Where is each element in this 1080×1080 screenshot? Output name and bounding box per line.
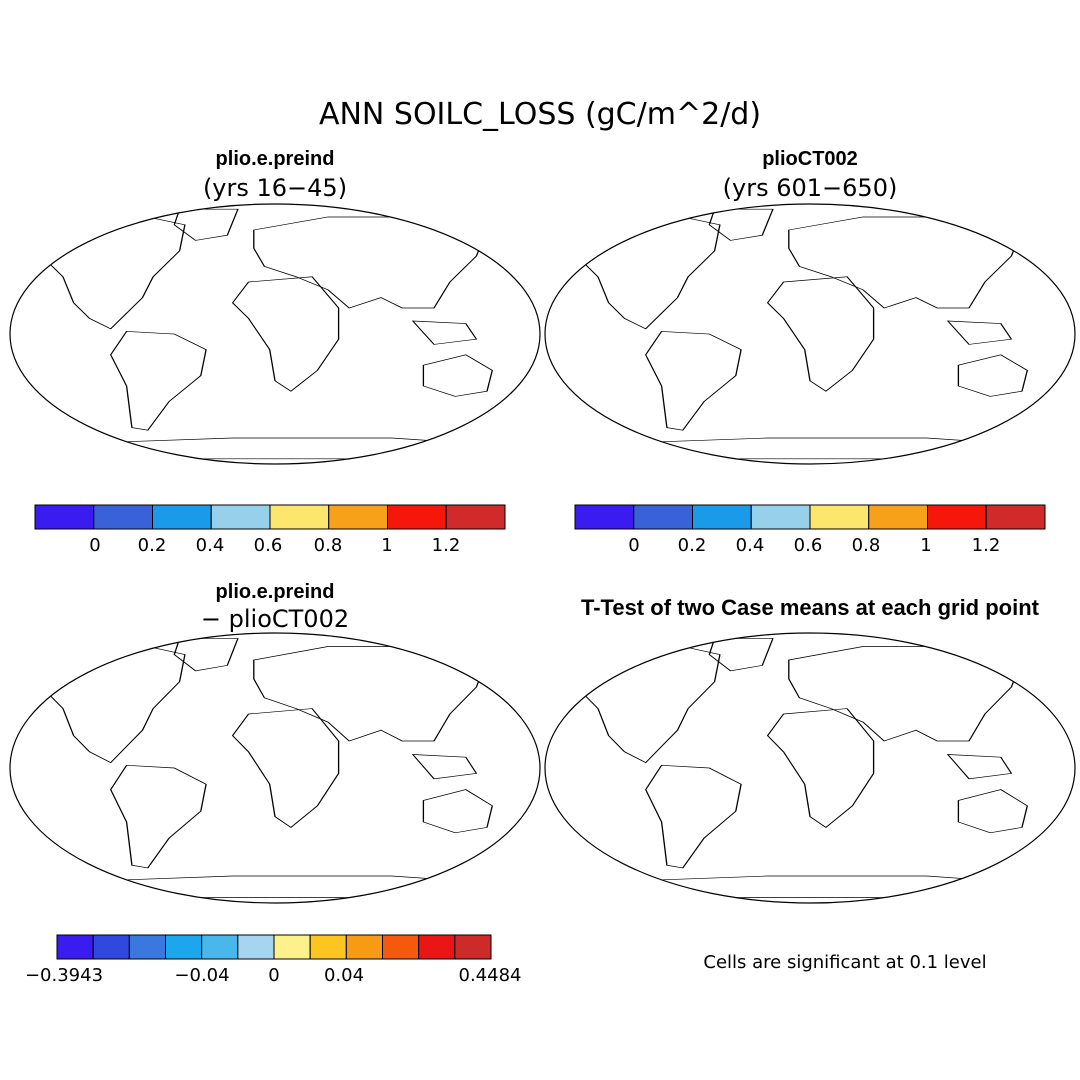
- coastlines: [20, 208, 531, 460]
- colorbar-swatch: [165, 934, 203, 960]
- colorbar-swatch: [418, 934, 456, 960]
- colorbar-swatch: [809, 504, 870, 530]
- colorbar-swatch: [93, 504, 153, 530]
- map-field: [555, 638, 1066, 898]
- map-field: [20, 208, 531, 460]
- coastlines: [555, 638, 1066, 898]
- colorbar-label: 1: [381, 535, 392, 556]
- colorbar-swatch: [445, 504, 506, 530]
- colorbar-swatch: [985, 504, 1046, 530]
- colorbar-swatch: [269, 504, 330, 530]
- colorbar-case-2: 0 0.2 0.4 0.6 0.8 1 1.2: [574, 504, 1046, 556]
- colorbar-swatch: [309, 934, 347, 960]
- colorbar-label: 1.2: [432, 535, 461, 556]
- coastlines: [20, 638, 531, 898]
- coastlines: [555, 208, 1066, 460]
- colorbar-label: 1: [920, 535, 931, 556]
- colorbar-swatch: [382, 934, 420, 960]
- map-field: [20, 638, 531, 898]
- colorbar-label: 0.6: [794, 535, 823, 556]
- map-panel-1: plio.e.preind (yrs 16−45): [9, 148, 541, 465]
- colorbar-swatch: [128, 934, 166, 960]
- colorbar-swatch: [454, 934, 492, 960]
- colorbar-label: 0.4: [736, 535, 765, 556]
- map-frame: [544, 632, 1076, 904]
- colorbar-label: −0.04: [174, 965, 229, 986]
- colorbar-swatch: [201, 934, 239, 960]
- map-frame: [544, 203, 1076, 465]
- colorbar-swatch: [273, 934, 311, 960]
- map-panel-3: plio.e.preind− plioCT002: [9, 581, 541, 904]
- colorbar-label: 0.8: [314, 535, 343, 556]
- panel-subtitle: (yrs 601−650): [723, 174, 898, 202]
- significance-note: Cells are significant at 0.1 level: [703, 952, 986, 973]
- colorbar-swatch: [210, 504, 271, 530]
- map-frame: [9, 632, 541, 904]
- colorbar-swatch: [387, 504, 447, 530]
- colorbar-label: 0.04: [324, 965, 364, 986]
- main-title: ANN SOILC_LOSS (gC/m^2/d): [319, 97, 761, 132]
- map-panel-2: plioCT002 (yrs 601−650): [544, 148, 1076, 465]
- colorbar-label: 0.2: [678, 535, 707, 556]
- colorbar-swatch: [633, 504, 693, 530]
- colorbar-case-1: 0 0.2 0.4 0.6 0.8 1 1.2: [34, 504, 506, 556]
- colorbar-swatch: [328, 504, 388, 530]
- map-field: [555, 208, 1066, 460]
- colorbar-swatch: [574, 504, 635, 530]
- map-frame: [9, 203, 541, 465]
- panel-title: plioCT002: [762, 148, 858, 170]
- colorbar-label: 0: [268, 965, 279, 986]
- colorbar-swatch: [237, 934, 275, 960]
- colorbar-swatch: [34, 504, 95, 530]
- panel-title: T-Test of two Case means at each grid po…: [581, 595, 1040, 620]
- colorbar-label: 1.2: [972, 535, 1001, 556]
- colorbar-swatch: [92, 934, 130, 960]
- colorbar-label: 0: [89, 535, 100, 556]
- colorbar-swatch: [927, 504, 987, 530]
- panel-subtitle: (yrs 16−45): [203, 174, 347, 202]
- panel-subtitle: − plioCT002: [201, 605, 349, 633]
- colorbar-label: 0: [628, 535, 639, 556]
- colorbar-swatch: [345, 934, 384, 960]
- colorbar-label: 0.8: [852, 535, 881, 556]
- colorbar-label: −0.3943: [25, 965, 103, 986]
- colorbar-swatch: [868, 504, 928, 530]
- colorbar-diff: −0.3943 −0.04 0 0.04 0.4484: [25, 934, 522, 986]
- panel-title: plio.e.preind: [216, 581, 335, 603]
- colorbar-label: 0.6: [254, 535, 283, 556]
- colorbar-swatch: [692, 504, 752, 530]
- colorbar-label: 0.4484: [459, 965, 522, 986]
- colorbar-label: 0.2: [138, 535, 167, 556]
- colorbar-label: 0.4: [196, 535, 225, 556]
- colorbar-swatch: [750, 504, 811, 530]
- colorbar-swatch: [152, 504, 212, 530]
- colorbar-swatch: [56, 934, 94, 960]
- map-panel-4: T-Test of two Case means at each grid po…: [544, 595, 1076, 904]
- panel-title: plio.e.preind: [216, 148, 335, 170]
